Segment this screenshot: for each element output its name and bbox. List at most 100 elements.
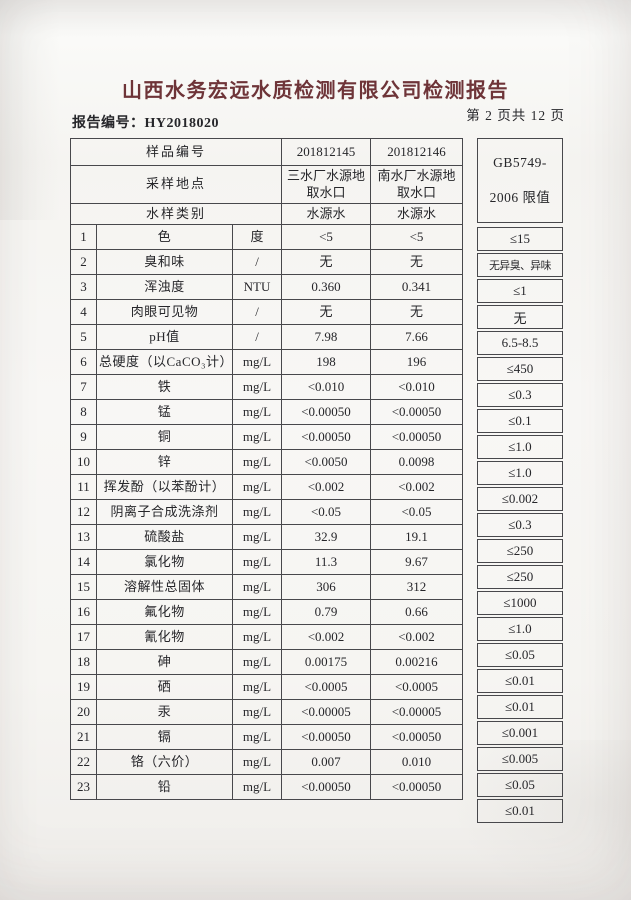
value-sample-2: 0.010 <box>370 749 463 775</box>
unit: mg/L <box>232 474 282 500</box>
report-number: 报告编号：HY2018020 <box>72 112 219 132</box>
unit: mg/L <box>232 424 282 450</box>
row-number: 20 <box>70 699 97 725</box>
table-row: 12 阴离子合成洗涤剂 mg/L <0.05 <0.05 <box>70 499 463 525</box>
report-meta: 报告编号：HY2018020 第 2 页共 12 页 <box>72 101 565 135</box>
table-row: 4 肉眼可见物 / 无无 <box>70 299 463 325</box>
unit: mg/L <box>232 449 282 475</box>
value-sample-2: <0.00050 <box>370 774 463 800</box>
item-name: 总硬度（以CaCO₃计） <box>96 349 233 375</box>
row-number: 18 <box>70 649 97 675</box>
sample-2-site: 南水厂水源地取水口 <box>370 165 463 204</box>
table-row: 9 铜 mg/L <0.00050 <0.00050 <box>70 424 463 450</box>
unit: mg/L <box>232 374 282 400</box>
value-sample-1: 32.9 <box>281 524 371 550</box>
limit-value: ≤1.0 <box>477 617 563 641</box>
row-number: 23 <box>70 774 97 800</box>
value-sample-2: 无 <box>370 249 463 275</box>
table-row: 16 氟化物 mg/L 0.79 0.66 <box>70 599 463 625</box>
row-number: 19 <box>70 674 97 700</box>
item-name: 锌 <box>96 449 233 475</box>
limit-value: ≤0.01 <box>477 695 563 719</box>
value-sample-2: <0.002 <box>370 624 463 650</box>
limit-value: ≤0.3 <box>477 383 563 407</box>
item-name: 铬（六价） <box>96 749 233 775</box>
row-number: 1 <box>70 224 97 250</box>
unit: mg/L <box>232 624 282 650</box>
value-sample-1: 0.00175 <box>281 649 371 675</box>
item-name: 硫酸盐 <box>96 524 233 550</box>
results-table: 样品编号 201812145 201812146 采样地点 三水厂水源地取水口 … <box>70 138 463 800</box>
row-number: 4 <box>70 299 97 325</box>
header-row-sample-type: 水样类别 水源水 水源水 <box>70 203 463 225</box>
limit-value: ≤15 <box>477 227 563 251</box>
row-number: 16 <box>70 599 97 625</box>
row-number: 22 <box>70 749 97 775</box>
item-name: 铜 <box>96 424 233 450</box>
item-name: 汞 <box>96 699 233 725</box>
table-row: 5 pH值/7.98 7.66 <box>70 324 463 350</box>
value-sample-2: <0.00050 <box>370 399 463 425</box>
value-sample-1: 0.360 <box>281 274 371 300</box>
unit: mg/L <box>232 599 282 625</box>
table-row: 15 溶解性总固体 mg/L 306 312 <box>70 574 463 600</box>
sample-1-id: 201812145 <box>281 138 371 166</box>
value-sample-2: <0.00005 <box>370 699 463 725</box>
unit: / <box>232 249 282 275</box>
sample-2-id: 201812146 <box>370 138 463 166</box>
value-sample-2: 0.341 <box>370 274 463 300</box>
row-number: 12 <box>70 499 97 525</box>
limit-value: ≤1.0 <box>477 435 563 459</box>
value-sample-2: 9.67 <box>370 549 463 575</box>
unit: / <box>232 299 282 325</box>
value-sample-2: 312 <box>370 574 463 600</box>
row-number: 10 <box>70 449 97 475</box>
value-sample-1: <0.00050 <box>281 724 371 750</box>
item-name: 硒 <box>96 674 233 700</box>
value-sample-2: 7.66 <box>370 324 463 350</box>
page-indicator: 第 2 页共 12 页 <box>466 108 565 123</box>
unit: NTU <box>232 274 282 300</box>
value-sample-2: 0.66 <box>370 599 463 625</box>
value-sample-1: <0.0050 <box>281 449 371 475</box>
item-name: 铁 <box>96 374 233 400</box>
sample-1-type: 水源水 <box>281 203 371 225</box>
table-row: 14 氯化物 mg/L 11.3 9.67 <box>70 549 463 575</box>
limit-value: ≤0.05 <box>477 773 563 797</box>
limit-standard-line1: GB5749- <box>493 154 547 170</box>
value-sample-1: 0.79 <box>281 599 371 625</box>
limit-value: ≤0.05 <box>477 643 563 667</box>
value-sample-1: <0.00050 <box>281 774 371 800</box>
unit: mg/L <box>232 699 282 725</box>
item-name: pH值 <box>96 324 233 350</box>
value-sample-2: 无 <box>370 299 463 325</box>
limit-value: ≤250 <box>477 539 563 563</box>
limit-value: ≤0.01 <box>477 799 563 823</box>
table-row: 20 汞 mg/L <0.00005 <0.00005 <box>70 699 463 725</box>
limit-value: ≤1000 <box>477 591 563 615</box>
table-row: 17 氰化物 mg/L <0.002 <0.002 <box>70 624 463 650</box>
limit-value: ≤1 <box>477 279 563 303</box>
limit-value: ≤0.1 <box>477 409 563 433</box>
table-row: 3 浑浊度 NTU 0.360 0.341 <box>70 274 463 300</box>
row-number: 14 <box>70 549 97 575</box>
item-name: 挥发酚（以苯酚计） <box>96 474 233 500</box>
row-number: 15 <box>70 574 97 600</box>
row-number: 3 <box>70 274 97 300</box>
unit: mg/L <box>232 499 282 525</box>
item-name: 臭和味 <box>96 249 233 275</box>
value-sample-1: <0.010 <box>281 374 371 400</box>
value-sample-1: <5 <box>281 224 371 250</box>
value-sample-2: <5 <box>370 224 463 250</box>
limit-value: ≤1.0 <box>477 461 563 485</box>
row-number: 13 <box>70 524 97 550</box>
table-row: 2 臭和味 / 无无 <box>70 249 463 275</box>
header-row-sampling-site: 采样地点 三水厂水源地取水口 南水厂水源地取水口 <box>70 165 463 204</box>
table-row: 22 铬（六价） mg/L 0.007 0.010 <box>70 749 463 775</box>
limit-value: 无 <box>477 305 563 329</box>
value-sample-2: <0.05 <box>370 499 463 525</box>
value-sample-1: 无 <box>281 249 371 275</box>
table-row: 23 铅 mg/L <0.00050 <0.00050 <box>70 774 463 800</box>
unit: mg/L <box>232 524 282 550</box>
sample-2-type: 水源水 <box>370 203 463 225</box>
